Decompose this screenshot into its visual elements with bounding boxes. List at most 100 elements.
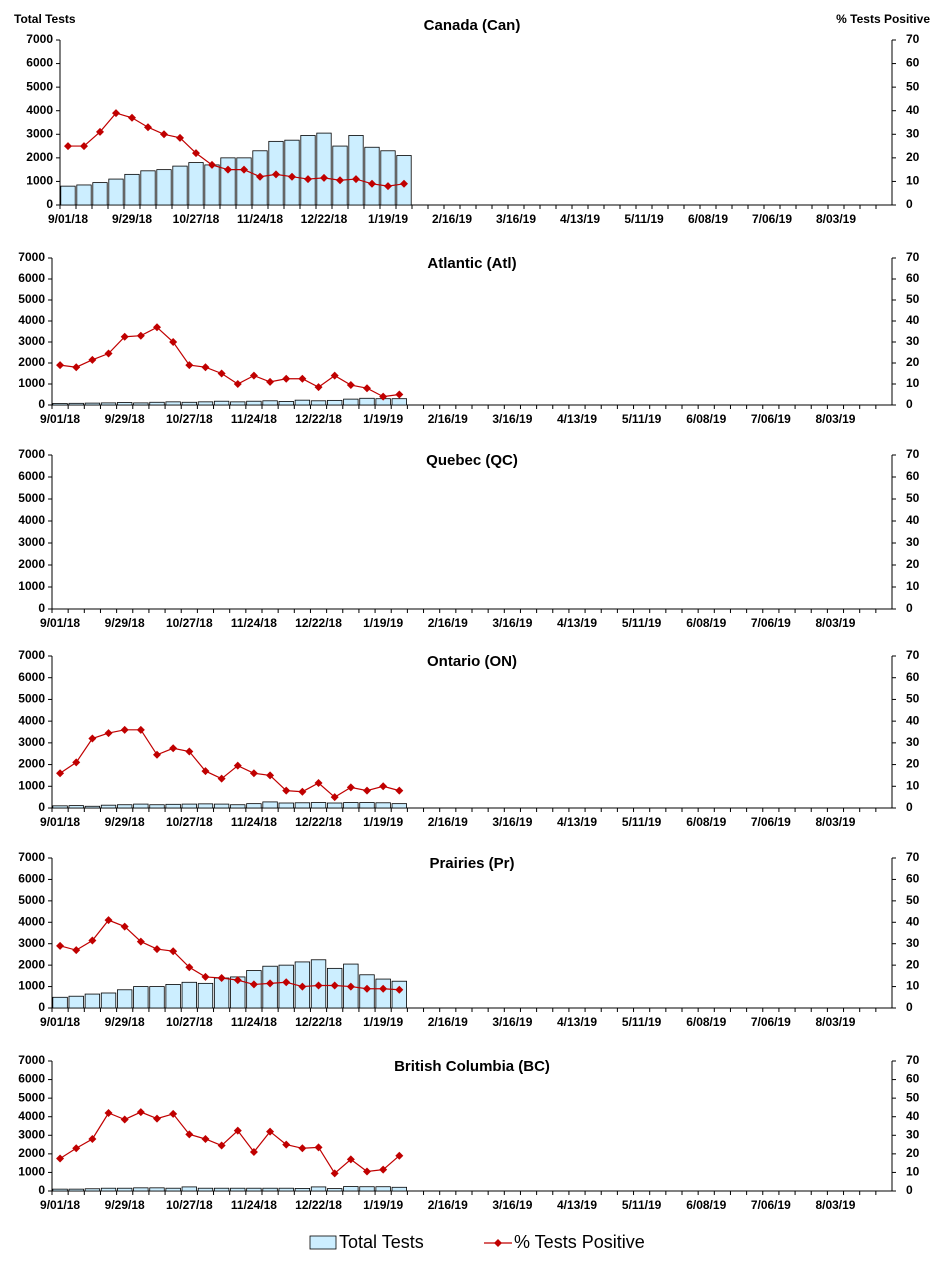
bar (246, 1187, 262, 1192)
bar (332, 145, 348, 206)
chart-title: Canada (Can) (424, 17, 521, 34)
bar (60, 185, 76, 206)
y2-tick-label: 60 (906, 56, 920, 70)
y-tick-label: 4000 (18, 513, 45, 527)
y2-tick-label: 20 (906, 757, 920, 771)
y-tick-label: 2000 (18, 557, 45, 571)
x-tick-label: 12/22/18 (295, 412, 342, 426)
x-tick-label: 9/01/18 (48, 212, 88, 226)
bar (100, 1187, 117, 1192)
bar (294, 399, 311, 406)
y2-tick-label: 0 (906, 601, 913, 615)
bar (359, 397, 375, 406)
point (201, 767, 210, 776)
point (400, 179, 408, 188)
point (346, 1155, 355, 1164)
y-tick-label: 1000 (18, 376, 45, 390)
point (72, 946, 81, 955)
point (282, 1140, 291, 1149)
point (201, 363, 210, 372)
x-tick-label: 9/29/18 (105, 1198, 145, 1212)
bar (133, 986, 149, 1009)
point (72, 1144, 81, 1153)
y2-tick-label: 10 (906, 579, 920, 593)
y2-tick-label: 70 (906, 1053, 920, 1067)
x-tick-label: 6/08/19 (686, 1198, 726, 1212)
bar (52, 403, 68, 406)
y2-tick-label: 10 (906, 376, 920, 390)
point (346, 783, 355, 792)
y2-tick-label: 20 (906, 355, 920, 369)
x-tick-label: 12/22/18 (295, 1198, 342, 1212)
bar (68, 995, 84, 1009)
y-tick-label: 5000 (18, 1090, 45, 1104)
x-tick-label: 10/27/18 (173, 212, 220, 226)
bar (181, 1186, 197, 1192)
point (330, 1169, 339, 1178)
x-tick-label: 2/16/19 (428, 815, 468, 829)
point (336, 176, 344, 185)
y2-tick-label: 30 (906, 735, 920, 749)
bar (348, 135, 364, 206)
bar (181, 401, 197, 406)
bar (294, 802, 311, 809)
bar (52, 996, 68, 1009)
point (56, 361, 65, 370)
y-tick-label: 7000 (18, 447, 45, 461)
y2-tick-label: 0 (906, 397, 913, 411)
bar (165, 1187, 181, 1192)
y2-tick-label: 50 (906, 79, 920, 93)
y-tick-label: 6000 (18, 1072, 45, 1086)
point (136, 725, 145, 734)
point (249, 769, 258, 778)
y2-tick-label: 0 (906, 1000, 913, 1014)
y2-tick-label: 70 (906, 850, 920, 864)
y-tick-label: 1000 (18, 579, 45, 593)
point (314, 779, 323, 788)
y-tick-label: 7000 (18, 850, 45, 864)
point (379, 392, 388, 401)
point (240, 165, 248, 174)
x-tick-label: 7/06/19 (751, 412, 791, 426)
bar (117, 1187, 133, 1192)
x-tick-label: 1/19/19 (363, 1015, 403, 1029)
point (185, 747, 194, 756)
x-tick-label: 11/24/18 (231, 1015, 277, 1029)
bar (197, 1187, 214, 1192)
point (128, 113, 136, 122)
chart-title: Prairies (Pr) (429, 855, 514, 872)
point (192, 149, 200, 158)
bar (156, 169, 172, 206)
point (144, 123, 152, 132)
point (314, 383, 323, 392)
point (233, 380, 242, 388)
bar (165, 401, 181, 406)
bar (133, 1187, 149, 1192)
bar (327, 399, 343, 406)
point (266, 1127, 275, 1136)
bar (375, 802, 391, 809)
y-tick-label: 1000 (18, 778, 45, 792)
line (68, 112, 405, 187)
point (120, 332, 129, 341)
point (56, 769, 65, 778)
y-tick-label: 3000 (18, 735, 45, 749)
y2-tick-label: 70 (906, 447, 920, 461)
y-tick-label: 3000 (18, 1127, 45, 1141)
point (282, 786, 291, 795)
y2-tick-label: 30 (906, 126, 920, 140)
bar (278, 1187, 294, 1192)
point (330, 981, 339, 990)
x-tick-label: 2/16/19 (428, 1015, 468, 1029)
bar (84, 805, 101, 809)
point (298, 374, 307, 383)
bar (391, 1186, 407, 1192)
point (395, 1151, 404, 1160)
y2-tick-label: 10 (906, 778, 920, 792)
point (136, 1108, 145, 1117)
bar (343, 802, 359, 809)
y2-tick-label: 0 (906, 1183, 913, 1197)
x-tick-label: 11/24/18 (231, 815, 277, 829)
bar (68, 1188, 84, 1192)
y2-tick-label: 50 (906, 893, 920, 907)
